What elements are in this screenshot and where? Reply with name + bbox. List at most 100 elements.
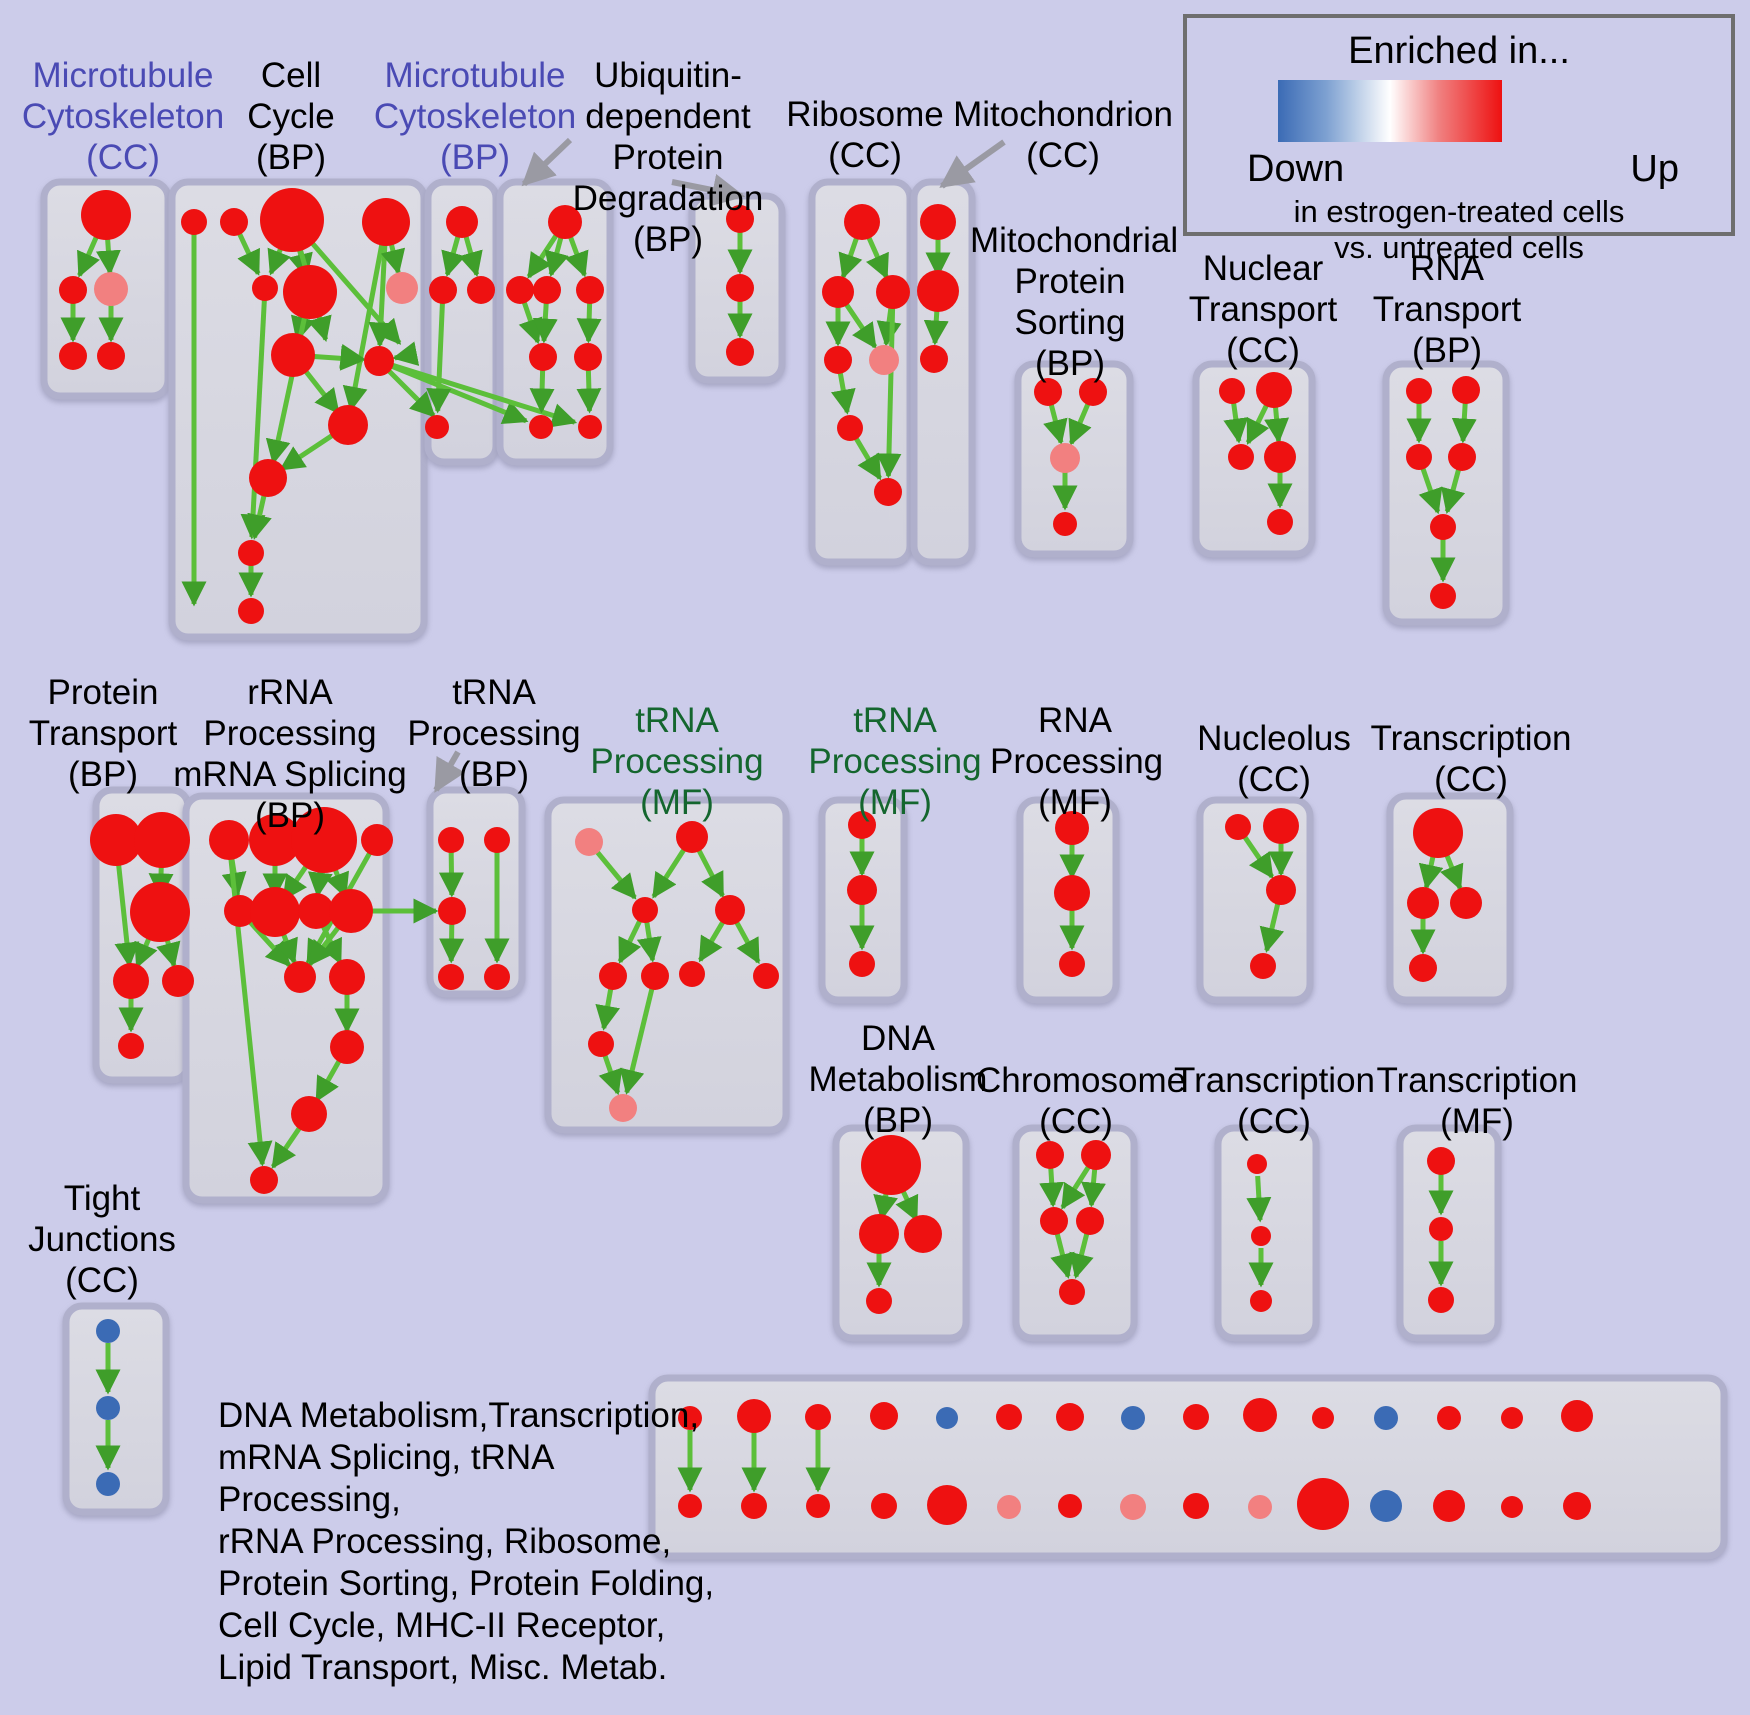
network-node[interactable]: [1058, 1494, 1082, 1518]
network-node[interactable]: [824, 346, 852, 374]
network-node[interactable]: [1563, 1492, 1591, 1520]
network-node[interactable]: [726, 338, 754, 366]
network-node[interactable]: [467, 276, 495, 304]
network-node[interactable]: [330, 1030, 364, 1064]
network-node[interactable]: [529, 343, 557, 371]
network-node[interactable]: [753, 963, 779, 989]
network-node[interactable]: [1433, 1490, 1465, 1522]
network-node[interactable]: [578, 415, 602, 439]
network-node[interactable]: [726, 274, 754, 302]
network-node[interactable]: [298, 893, 334, 929]
network-node[interactable]: [870, 1402, 898, 1430]
network-node[interactable]: [329, 889, 373, 933]
network-node[interactable]: [438, 897, 466, 925]
network-node[interactable]: [936, 1407, 958, 1429]
network-node[interactable]: [575, 828, 603, 856]
network-node[interactable]: [1250, 1290, 1272, 1312]
network-node[interactable]: [250, 1166, 278, 1194]
network-node[interactable]: [1053, 512, 1077, 536]
network-node[interactable]: [1406, 378, 1432, 404]
network-node[interactable]: [438, 964, 464, 990]
network-node[interactable]: [844, 204, 880, 240]
network-node[interactable]: [678, 1406, 702, 1430]
network-node[interactable]: [641, 962, 669, 990]
network-node[interactable]: [904, 1215, 942, 1253]
network-node[interactable]: [1312, 1407, 1334, 1429]
network-node[interactable]: [1407, 887, 1439, 919]
network-node[interactable]: [181, 209, 207, 235]
network-node[interactable]: [548, 205, 582, 239]
network-node[interactable]: [822, 276, 854, 308]
network-node[interactable]: [361, 824, 393, 856]
network-node[interactable]: [679, 961, 705, 987]
network-node[interactable]: [1076, 1207, 1104, 1235]
network-node[interactable]: [329, 959, 365, 995]
network-node[interactable]: [920, 204, 956, 240]
network-node[interactable]: [130, 882, 190, 942]
network-node[interactable]: [362, 198, 410, 246]
network-node[interactable]: [1430, 514, 1456, 540]
network-node[interactable]: [806, 1494, 830, 1518]
network-node[interactable]: [1267, 509, 1293, 535]
network-node[interactable]: [1448, 443, 1476, 471]
network-node[interactable]: [997, 1495, 1021, 1519]
network-node[interactable]: [484, 827, 510, 853]
network-node[interactable]: [429, 276, 457, 304]
network-node[interactable]: [1183, 1493, 1209, 1519]
network-node[interactable]: [861, 1135, 921, 1195]
network-node[interactable]: [1374, 1406, 1398, 1430]
network-node[interactable]: [1370, 1490, 1402, 1522]
network-node[interactable]: [484, 964, 510, 990]
network-node[interactable]: [162, 965, 194, 997]
network-node[interactable]: [599, 962, 627, 990]
network-node[interactable]: [1250, 953, 1276, 979]
network-node[interactable]: [609, 1094, 637, 1122]
network-node[interactable]: [917, 270, 959, 312]
network-node[interactable]: [90, 814, 142, 866]
network-node[interactable]: [1437, 1406, 1461, 1430]
network-node[interactable]: [238, 598, 264, 624]
network-node[interactable]: [871, 1493, 897, 1519]
network-node[interactable]: [386, 272, 418, 304]
network-node[interactable]: [574, 343, 602, 371]
network-node[interactable]: [1501, 1407, 1523, 1429]
network-node[interactable]: [94, 272, 128, 306]
network-node[interactable]: [1034, 378, 1062, 406]
network-node[interactable]: [1429, 1217, 1453, 1241]
network-node[interactable]: [1247, 1154, 1267, 1174]
network-node[interactable]: [1263, 808, 1299, 844]
network-node[interactable]: [1121, 1406, 1145, 1430]
network-node[interactable]: [866, 1288, 892, 1314]
network-node[interactable]: [1183, 1404, 1209, 1430]
network-node[interactable]: [1054, 875, 1090, 911]
network-node[interactable]: [859, 1214, 899, 1254]
network-node[interactable]: [927, 1485, 967, 1525]
network-node[interactable]: [284, 961, 316, 993]
network-node[interactable]: [737, 1399, 771, 1433]
network-node[interactable]: [529, 415, 553, 439]
network-node[interactable]: [920, 345, 948, 373]
network-node[interactable]: [1248, 1495, 1272, 1519]
network-node[interactable]: [252, 275, 278, 301]
network-node[interactable]: [446, 206, 478, 238]
network-node[interactable]: [1050, 443, 1080, 473]
network-node[interactable]: [726, 205, 754, 233]
network-node[interactable]: [576, 276, 604, 304]
network-node[interactable]: [996, 1404, 1022, 1430]
network-node[interactable]: [1406, 444, 1432, 470]
network-node[interactable]: [134, 812, 190, 868]
network-node[interactable]: [291, 1096, 327, 1132]
network-node[interactable]: [876, 275, 910, 309]
network-node[interactable]: [1219, 378, 1245, 404]
network-node[interactable]: [224, 895, 256, 927]
network-node[interactable]: [1450, 887, 1482, 919]
network-node[interactable]: [249, 459, 287, 497]
network-node[interactable]: [283, 265, 337, 319]
network-node[interactable]: [291, 807, 357, 873]
network-node[interactable]: [1055, 811, 1089, 845]
network-node[interactable]: [1409, 954, 1437, 982]
network-node[interactable]: [1430, 583, 1456, 609]
network-node[interactable]: [533, 276, 561, 304]
network-node[interactable]: [1081, 1140, 1111, 1170]
network-node[interactable]: [1079, 378, 1107, 406]
